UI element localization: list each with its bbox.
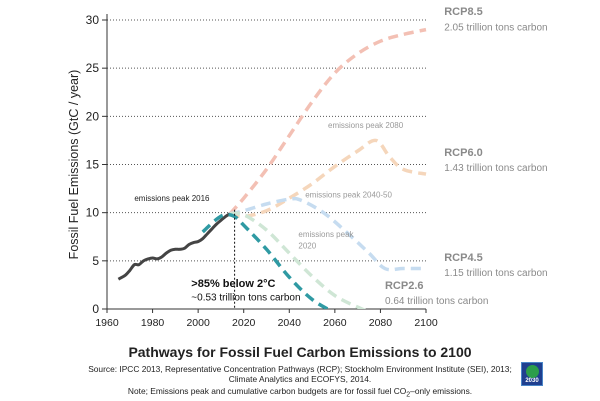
source-line-2: Climate Analytics and ECOFYS, 2014. <box>228 374 372 384</box>
x-tick-label-1980: 1980 <box>141 317 165 329</box>
label-rcp45-total: 1.15 trillion tons carbon <box>444 268 547 279</box>
y-axis-title: Fossil Fuel Emissions (GtC / year) <box>67 70 81 260</box>
y-tick-label-15: 15 <box>86 158 100 172</box>
label-rcp26-name: RCP2.6 <box>385 280 424 292</box>
series-line-rcp8-5 <box>228 27 427 215</box>
series-line-rcp6-0 <box>229 138 427 219</box>
x-tick-label-1960: 1960 <box>95 317 119 329</box>
series-line-historical <box>117 212 231 281</box>
label-rcp85-name: RCP8.5 <box>444 6 483 18</box>
y-tick-label-20: 20 <box>86 109 100 123</box>
label-peak-2020-line2: 2020 <box>298 241 316 250</box>
source-line-1: Source: IPCC 2013, Representative Concen… <box>88 364 512 374</box>
series-line--85-below-2-c <box>201 212 332 309</box>
label-peak-2080: emissions peak 2080 <box>328 121 404 130</box>
label-peak-2040-50: emissions peak 2040-50 <box>305 190 392 199</box>
label-below-2c-title: >85% below 2°C <box>191 278 275 290</box>
label-peak-2016: emissions peak 2016 <box>134 194 210 203</box>
label-rcp60-name: RCP6.0 <box>444 147 483 159</box>
note-subscript: 2 <box>406 391 411 399</box>
y-tick-label-10: 10 <box>86 206 100 220</box>
series-lines <box>117 27 427 309</box>
label-rcp26-total: 0.64 trillion tons carbon <box>385 296 488 307</box>
x-tick-label-2020: 2020 <box>232 317 256 329</box>
x-tick-label-2040: 2040 <box>278 317 302 329</box>
label-rcp60-total: 1.43 trillion tons carbon <box>444 163 547 174</box>
label-below-2c-total: ~0.53 trillion tons carbon <box>191 292 300 303</box>
figure-title: Pathways for Fossil Fuel Carbon Emission… <box>128 344 472 360</box>
x-tick-label-2060: 2060 <box>323 317 347 329</box>
label-peak-2020-line1: emissions peak <box>298 230 354 239</box>
chart-canvas: 0 5 10 15 20 25 30 1960 1980 2000 2020 2040 2060 2080… <box>67 6 548 329</box>
y-tick-label-25: 25 <box>86 61 100 75</box>
annotations: RCP8.5 2.05 trillion tons carbon RCP6.0 1.4… <box>134 6 547 307</box>
note-prefix: Note; Emissions peak and cumulative carb… <box>127 386 407 396</box>
series-line-rcp4-5 <box>229 196 426 272</box>
x-tick-label-2000: 2000 <box>186 317 210 329</box>
series-line-rcp2-6 <box>229 211 367 309</box>
y-tick-label-0: 0 <box>92 302 99 316</box>
note-suffix: –only emissions. <box>410 386 473 396</box>
label-rcp85-total: 2.05 trillion tons carbon <box>444 23 547 34</box>
logo-text: 2030 <box>525 378 539 384</box>
axes: 0 5 10 15 20 25 30 1960 1980 2000 2020 2040 2060 2080… <box>67 13 438 329</box>
grid-lines <box>107 19 426 262</box>
y-tick-label-30: 30 <box>86 13 100 27</box>
note-line: Note; Emissions peak and cumulative carb… <box>0 386 600 401</box>
label-rcp45-name: RCP4.5 <box>444 252 483 264</box>
x-tick-label-2100: 2100 <box>414 317 438 329</box>
globe-icon <box>526 365 539 378</box>
y-tick-label-5: 5 <box>92 254 99 268</box>
logo-2030: 2030 <box>521 362 543 386</box>
x-tick-label-2080: 2080 <box>369 317 393 329</box>
